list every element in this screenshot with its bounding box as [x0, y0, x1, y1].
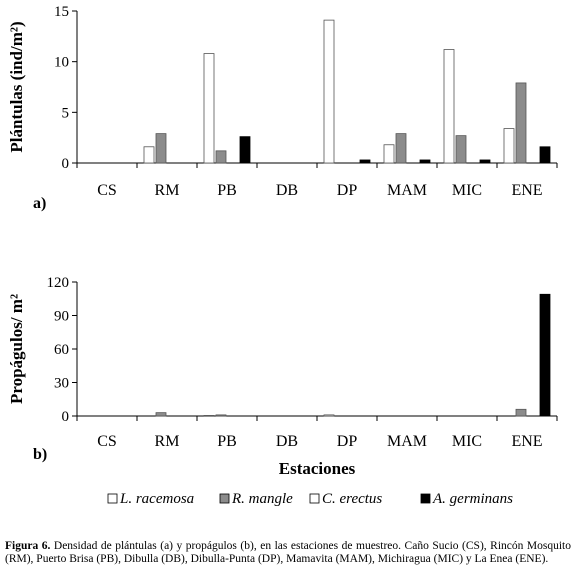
chart-a-y-tick-label: 0: [62, 156, 70, 172]
chart-b-x-axis-label: Estaciones: [279, 459, 356, 478]
chart-b-bar: [323, 414, 335, 417]
legend-swatch: [107, 493, 118, 504]
figure-caption: Figura 6. Densidad de plántulas (a) y pr…: [5, 540, 571, 566]
chart-a-category-label: ENE: [511, 182, 542, 199]
chart-a-bar: [479, 159, 491, 164]
chart-b-bar: [515, 408, 527, 417]
chart-a-bar: [239, 136, 251, 164]
figure: 0 5 10 15 CS RM PB DB DP MAM MIC ENE Plántulas (ind/…: [7, 4, 558, 507]
caption-label: Figura 6.: [5, 540, 51, 552]
chart-a-bar: [155, 133, 167, 164]
legend-swatch: [219, 493, 230, 504]
chart-a-bar: [215, 150, 227, 164]
chart-b-y-tick-label: 60: [54, 342, 69, 358]
chart-a-bar: [515, 82, 527, 164]
chart-a-bar: [395, 133, 407, 164]
chart-b-bar: [215, 414, 227, 417]
chart-a-bar: [383, 144, 395, 164]
chart-b-y-tick-label: 30: [54, 376, 69, 392]
chart-a-y-axis-label: Plántulas (ind/m²): [7, 21, 26, 152]
chart-b-y-axis-label: Propágulos/ m²: [7, 294, 26, 404]
chart-b-category-label: DB: [276, 433, 298, 450]
legend-entry: L. racemosa: [119, 491, 194, 507]
chart-a-category-label: MIC: [452, 182, 482, 199]
chart-b-bar: [539, 293, 551, 417]
chart-b-category-label: ENE: [511, 433, 542, 450]
chart-a-category-label: MAM: [387, 182, 427, 199]
chart-b-bar: [203, 415, 215, 417]
chart-b-category-label: MIC: [452, 433, 482, 450]
chart-b-category-label: DP: [337, 433, 358, 450]
caption-text: Densidad de plántulas (a) y propágulos (…: [5, 540, 571, 565]
chart-b-category-label: RM: [155, 433, 180, 450]
chart-a-bar: [539, 146, 551, 164]
chart-a-bar: [323, 19, 335, 164]
chart-a-y-tick-label: 5: [62, 105, 70, 121]
chart-b-panel-label: b): [33, 446, 47, 463]
legend-swatch: [309, 493, 320, 504]
chart-a-bar: [359, 159, 371, 164]
chart-b-y-tick-label: 0: [62, 409, 70, 425]
chart-b-category-label: MAM: [387, 433, 427, 450]
chart-a-y-tick-label: 15: [54, 4, 69, 20]
legend-swatch: [420, 493, 431, 504]
chart-b-category-label: CS: [97, 433, 117, 450]
legend-entry: R. mangle: [231, 491, 293, 507]
legend-entry: A. germinans: [432, 491, 513, 507]
chart-a-bar: [143, 146, 155, 164]
chart-b-bar: [155, 412, 167, 417]
chart-a-bar: [503, 128, 515, 164]
chart-a-panel-label: a): [33, 195, 46, 212]
chart-b-category-label: PB: [217, 433, 237, 450]
chart-a-category-label: RM: [155, 182, 180, 199]
chart-b-y-tick-label: 120: [47, 275, 70, 291]
chart-a-category-label: DB: [276, 182, 298, 199]
chart-a-y-tick-label: 10: [54, 55, 69, 71]
chart-a-category-label: PB: [217, 182, 237, 199]
chart-a-category-label: CS: [97, 182, 117, 199]
chart-a-bar: [419, 159, 431, 164]
chart-a-bar: [203, 53, 215, 164]
legend-entry: C. erectus: [322, 491, 382, 507]
chart-b-y-tick-label: 90: [54, 309, 69, 325]
chart-a-bar: [455, 135, 467, 164]
chart-a-bar: [443, 49, 455, 164]
chart-a-category-label: DP: [337, 182, 358, 199]
